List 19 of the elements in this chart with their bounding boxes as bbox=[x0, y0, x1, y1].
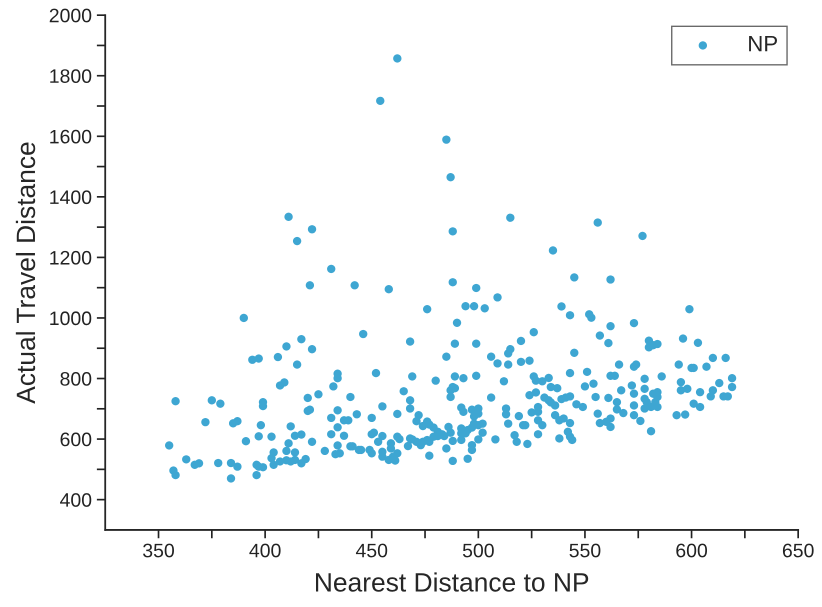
y-tick-label: 1000 bbox=[50, 311, 92, 326]
x-tick-label: 600 bbox=[676, 544, 708, 558]
y-tick-label: 1800 bbox=[50, 69, 92, 83]
y-tick-label: 1400 bbox=[50, 190, 92, 204]
x-tick-label: 500 bbox=[462, 544, 494, 558]
y-tick-label: 400 bbox=[60, 493, 92, 507]
y-tick-label: 1200 bbox=[50, 250, 92, 265]
legend-label: NP bbox=[749, 36, 777, 52]
y-tick-label: 800 bbox=[60, 372, 92, 386]
x-tick-label: 400 bbox=[249, 544, 281, 558]
y-tick-label: 1600 bbox=[50, 130, 92, 144]
x-tick-label: 350 bbox=[143, 544, 174, 558]
y-tick-label: 2000 bbox=[50, 8, 92, 22]
x-tick-label: 550 bbox=[570, 544, 600, 558]
y-tick-label: 600 bbox=[60, 432, 92, 446]
x-axis-title: Nearest Distance to NP bbox=[316, 572, 588, 592]
y-axis-title: Actual Travel Distance bbox=[16, 142, 36, 404]
x-tick-label: 450 bbox=[356, 544, 388, 558]
x-tick-label: 650 bbox=[782, 544, 814, 558]
